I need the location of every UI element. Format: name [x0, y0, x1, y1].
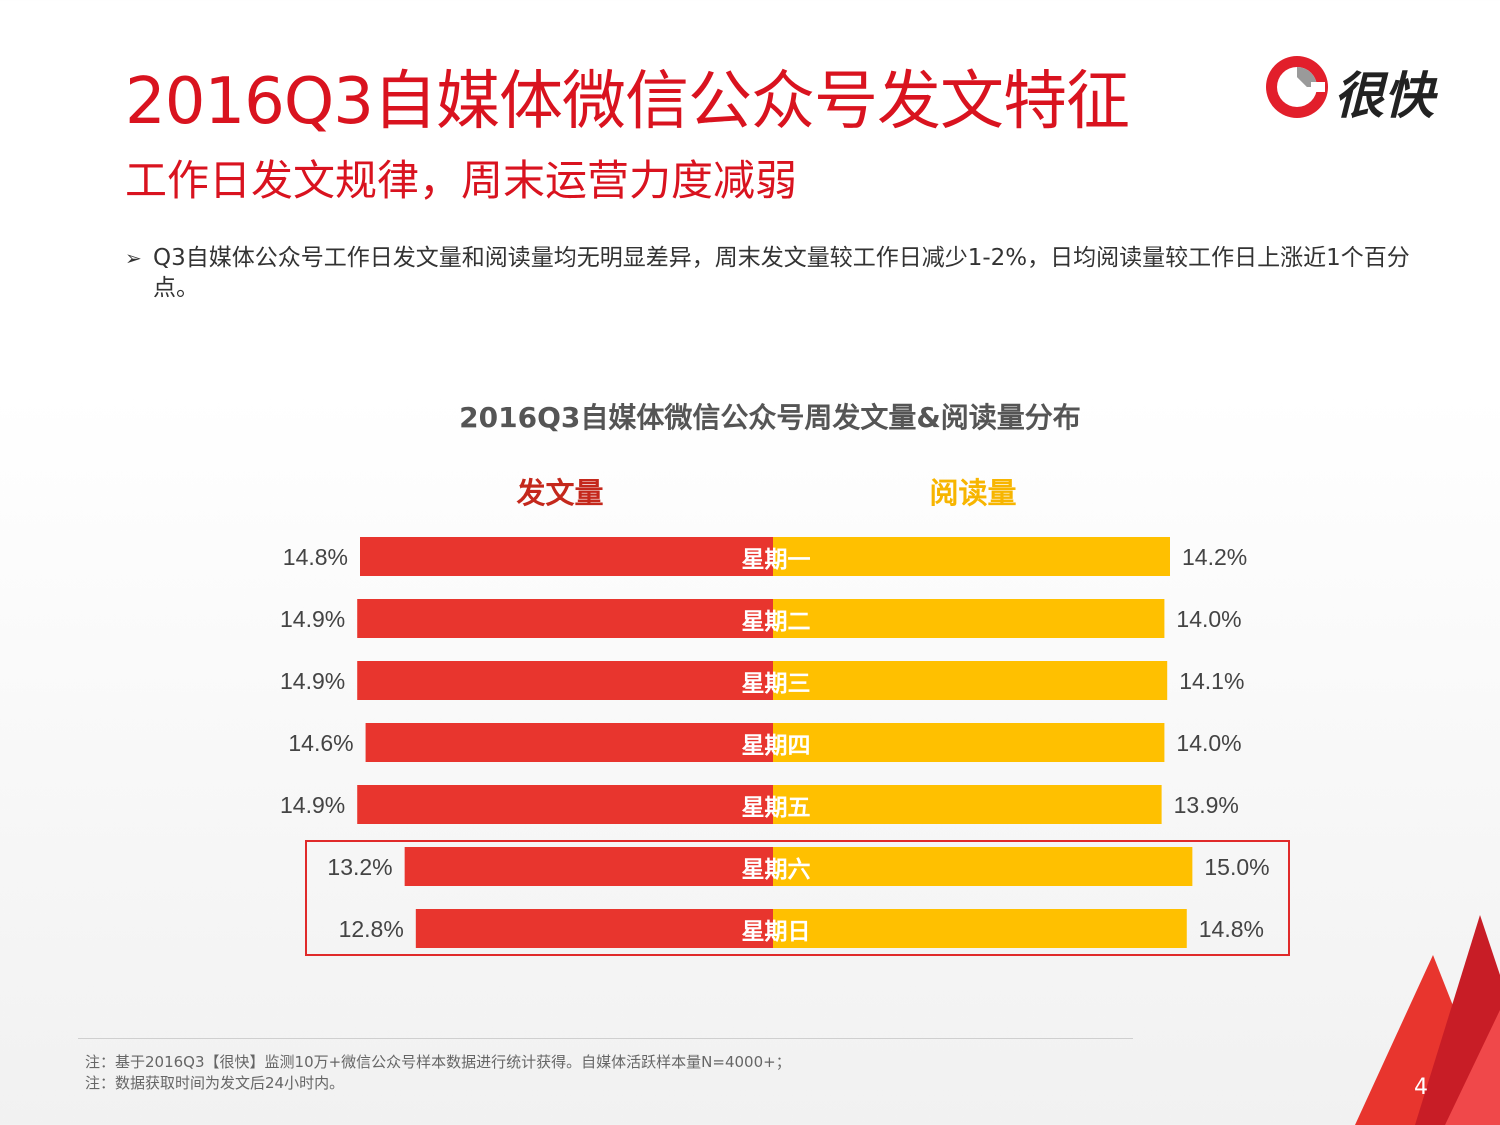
bar-posts-4: [365, 723, 773, 762]
brand-logo: 很快: [1262, 52, 1462, 125]
bar-reads-5: [773, 785, 1162, 824]
value-label-posts-1: 14.8%: [283, 544, 348, 570]
legend-posts: 发文量: [516, 476, 604, 510]
value-label-reads-5: 13.9%: [1174, 792, 1239, 818]
decorative-triangles: [1355, 915, 1500, 1125]
category-label-4: 星期四: [742, 733, 811, 759]
page-number: 4: [1414, 1075, 1428, 1100]
bar-reads-7: [773, 909, 1187, 948]
summary-text: Q3自媒体公众号工作日发文量和阅读量均无明显差异，周末发文量较工作日减少1-2%…: [153, 245, 1410, 301]
bar-posts-7: [415, 909, 773, 948]
value-label-reads-3: 14.1%: [1179, 668, 1244, 694]
summary-bullet: ➢ Q3自媒体公众号工作日发文量和阅读量均无明显差异，周末发文量较工作日减少1-…: [125, 243, 1425, 303]
bar-posts-3: [357, 661, 773, 700]
bar-posts-2: [357, 599, 773, 638]
logo-text: 很快: [1334, 67, 1434, 125]
value-label-posts-3: 14.9%: [280, 668, 345, 694]
page-subtitle: 工作日发文规律，周末运营力度减弱: [125, 156, 798, 205]
value-label-posts-6: 13.2%: [327, 854, 392, 880]
bar-reads-6: [773, 847, 1193, 886]
bar-reads-1: [773, 537, 1170, 576]
footnote-1: 注：基于2016Q3【很快】监测10万+微信公众号样本数据进行统计获得。自媒体活…: [85, 1053, 791, 1071]
value-label-posts-7: 12.8%: [339, 916, 404, 942]
footer-divider: [78, 1038, 1133, 1039]
category-label-7: 星期日: [742, 919, 811, 945]
weekend-highlight-box: [305, 840, 1290, 956]
value-label-posts-5: 14.9%: [280, 792, 345, 818]
category-label-3: 星期三: [742, 671, 811, 697]
bar-posts-6: [404, 847, 773, 886]
bar-reads-4: [773, 723, 1165, 762]
category-label-2: 星期二: [742, 609, 811, 635]
category-label-5: 星期五: [742, 795, 811, 821]
category-label-6: 星期六: [742, 857, 811, 883]
logo-ring-icon: [1266, 56, 1328, 118]
bar-posts-1: [360, 537, 773, 576]
legend-reads: 阅读量: [929, 476, 1017, 510]
value-label-reads-1: 14.2%: [1182, 544, 1247, 570]
arrow-bullet-icon: ➢: [125, 246, 142, 270]
bar-reads-2: [773, 599, 1165, 638]
bar-posts-5: [357, 785, 773, 824]
value-label-posts-2: 14.9%: [280, 606, 345, 632]
page-title: 2016Q3自媒体微信公众号发文特征: [125, 65, 1130, 139]
chart-title: 2016Q3自媒体微信公众号周发文量&阅读量分布: [459, 401, 1081, 434]
value-label-reads-7: 14.8%: [1199, 916, 1264, 942]
footnote-2: 注：数据获取时间为发文后24小时内。: [85, 1074, 345, 1092]
value-label-posts-4: 14.6%: [288, 730, 353, 756]
value-label-reads-2: 14.0%: [1176, 606, 1241, 632]
value-label-reads-4: 14.0%: [1176, 730, 1241, 756]
value-label-reads-6: 15.0%: [1204, 854, 1269, 880]
category-label-1: 星期一: [742, 547, 811, 573]
bar-reads-3: [773, 661, 1168, 700]
